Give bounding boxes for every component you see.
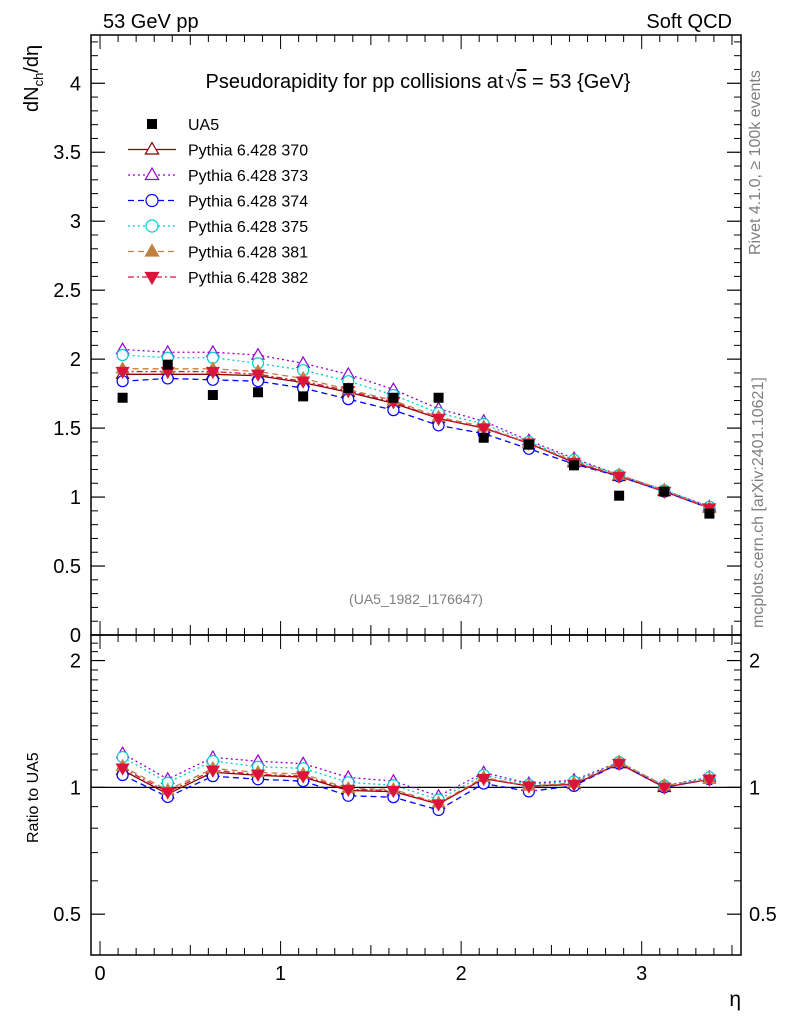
ratio-series-marker [205,765,220,778]
legend-marker [147,119,157,129]
header-right-label: Soft QCD [646,11,732,33]
legend-marker [144,166,160,181]
ratio-series-marker [476,773,491,787]
ratio-series-marker [566,779,582,792]
mcplots-reference-label: mcplots.cern.ch [arXiv:2401.10621] [750,377,767,628]
data-point [343,383,354,394]
series-marker [115,366,130,380]
main-y-tick-label: 3.5 [53,142,81,164]
series-line [122,370,710,509]
series-line [122,348,710,508]
data-point [659,486,670,497]
main-y-axis-label: dNch/dη [21,45,46,112]
series-marker [116,348,129,362]
ratio-series-marker [341,784,356,797]
series-line [122,368,710,509]
x-tick-label: 1 [275,963,286,985]
ratio-y-tick-label: 0.5 [53,904,81,926]
data-point [162,359,173,370]
main-y-axis-label-sub: ch [31,73,46,87]
chart-title-sqrt-symbol: √ [505,71,516,93]
data-point [433,392,444,403]
ratio-y-axis-label: Ratio to UA5 [25,752,42,843]
legend-entry: Pythia 6.428 373 [188,168,308,185]
rivet-version-label: Rivet 4.1.0, ≥ 100k events [747,70,764,255]
ratio-series-marker [160,787,175,800]
series-marker [250,369,266,382]
series-marker [612,471,627,484]
legend-marker [144,243,160,257]
main-y-tick-label: 0.5 [53,556,81,578]
ratio-series-marker [657,782,672,795]
data-point [298,391,309,402]
legend-marker [144,141,160,155]
data-point [478,432,489,443]
ratio-series-marker [702,774,717,787]
analysis-tag: (UA5_1982_I176647) [349,591,483,607]
ratio-y-tick-label: 2 [70,651,81,673]
x-tick-label: 3 [636,963,647,985]
data-point [704,508,715,519]
data-point [568,460,579,471]
series-marker [205,366,220,380]
legend-entry: Pythia 6.428 375 [188,219,308,236]
ratio-series-marker [250,769,266,782]
ratio-series-line [122,762,710,805]
chart-title-suffix: = 53 {GeV} [526,71,630,93]
legend-entry: Pythia 6.428 374 [188,194,308,211]
ratio-series-line [122,761,710,804]
chart-title-prefix: Pseudorapidity for pp collisions at [206,71,504,93]
data-point [388,392,399,403]
main-y-axis-label-tail: /dη [21,45,43,73]
ratio-series-line [122,762,710,811]
ratio-plot-frame [90,634,742,956]
ratio-y-tick-label-right: 2 [749,651,760,673]
main-y-tick-label: 1 [70,487,81,509]
x-tick-label: 0 [94,963,105,985]
data-point [614,490,625,501]
main-y-tick-label: 1.5 [53,418,81,440]
main-y-tick-label: 0 [70,625,81,647]
ratio-series-marker [612,758,627,772]
ratio-series-marker [386,785,401,799]
legend-entry: Pythia 6.428 370 [188,143,308,160]
main-y-tick-label: 2.5 [53,280,81,302]
legend-marker [144,271,160,286]
data-point [207,390,218,400]
x-tick-label: 2 [456,963,467,985]
legend-entry: Pythia 6.428 381 [188,245,308,262]
main-y-axis-label-main: dN [21,86,43,112]
ratio-y-tick-label-right: 0.5 [749,904,777,926]
data-point [117,392,128,403]
header-left-label: 53 GeV pp [103,11,199,33]
ratio-series-marker [115,763,130,776]
legend: UA5 Pythia 6.428 370 Pythia 6.428 373 Pythi… [128,117,308,287]
main-y-tick-label: 4 [70,73,81,95]
chart-title: Pseudorapidity for pp collisions at √s = … [206,71,631,93]
main-y-tick-label: 3 [70,211,81,233]
series-marker [431,413,446,426]
series-marker [296,376,311,389]
chart-title-sqrt-var: s [516,71,526,93]
legend-marker [145,193,159,208]
ratio-plot-panel: 0.5 0.5 1 1 2 2 Ratio to UA5 [25,634,777,956]
main-plot-panel: 0 0.5 1 1.5 2 2.5 3 3.5 4 UA5 Pythia 6.428 370 Pyt… [21,34,742,647]
ratio-series-marker [296,771,311,784]
ratio-series-marker [431,799,446,812]
data-point [253,387,264,398]
ratio-y-tick-label-right: 1 [749,777,760,799]
main-y-tick-label: 2 [70,349,81,371]
series-marker [476,423,491,436]
ratio-y-tick-label: 1 [70,777,81,799]
ratio-series-marker [521,781,536,794]
legend-entry: Pythia 6.428 382 [188,270,308,287]
data-point [523,439,534,450]
x-axis-label: η [729,988,741,1011]
legend-marker [145,219,159,233]
legend-entry: UA5 [188,117,219,134]
